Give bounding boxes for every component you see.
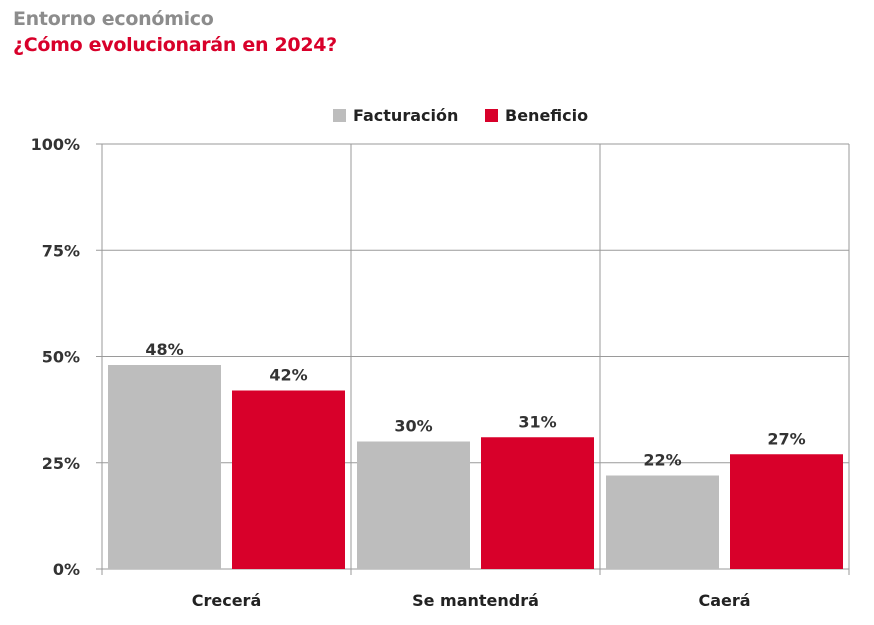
y-tick-label: 75% xyxy=(42,241,80,260)
chart-kicker: Entorno económico xyxy=(13,8,214,30)
x-tick-label: Crecerá xyxy=(192,591,262,610)
data-label: 31% xyxy=(518,412,556,431)
y-tick-label: 25% xyxy=(42,454,80,473)
header: Entorno económico ¿Cómo evolucionarán en… xyxy=(13,6,337,58)
x-tick-label: Se mantendrá xyxy=(412,591,539,610)
legend-swatch xyxy=(485,109,498,122)
data-label: 48% xyxy=(145,340,183,359)
data-label: 22% xyxy=(643,451,681,470)
data-label: 27% xyxy=(767,429,805,448)
bar xyxy=(357,441,470,569)
bar xyxy=(108,365,221,569)
chart-title: ¿Cómo evolucionarán en 2024? xyxy=(13,34,337,56)
legend-label: Beneficio xyxy=(505,106,588,125)
bar xyxy=(730,454,843,569)
data-label: 42% xyxy=(269,366,307,385)
legend-label: Facturación xyxy=(353,106,458,125)
x-tick-label: Caerá xyxy=(698,591,750,610)
bar xyxy=(232,390,345,569)
bar xyxy=(481,437,594,569)
legend-swatch xyxy=(333,109,346,122)
y-tick-label: 100% xyxy=(31,135,80,154)
bar xyxy=(606,475,719,569)
y-tick-label: 0% xyxy=(53,560,80,579)
y-tick-label: 50% xyxy=(42,348,80,367)
data-label: 30% xyxy=(394,417,432,436)
